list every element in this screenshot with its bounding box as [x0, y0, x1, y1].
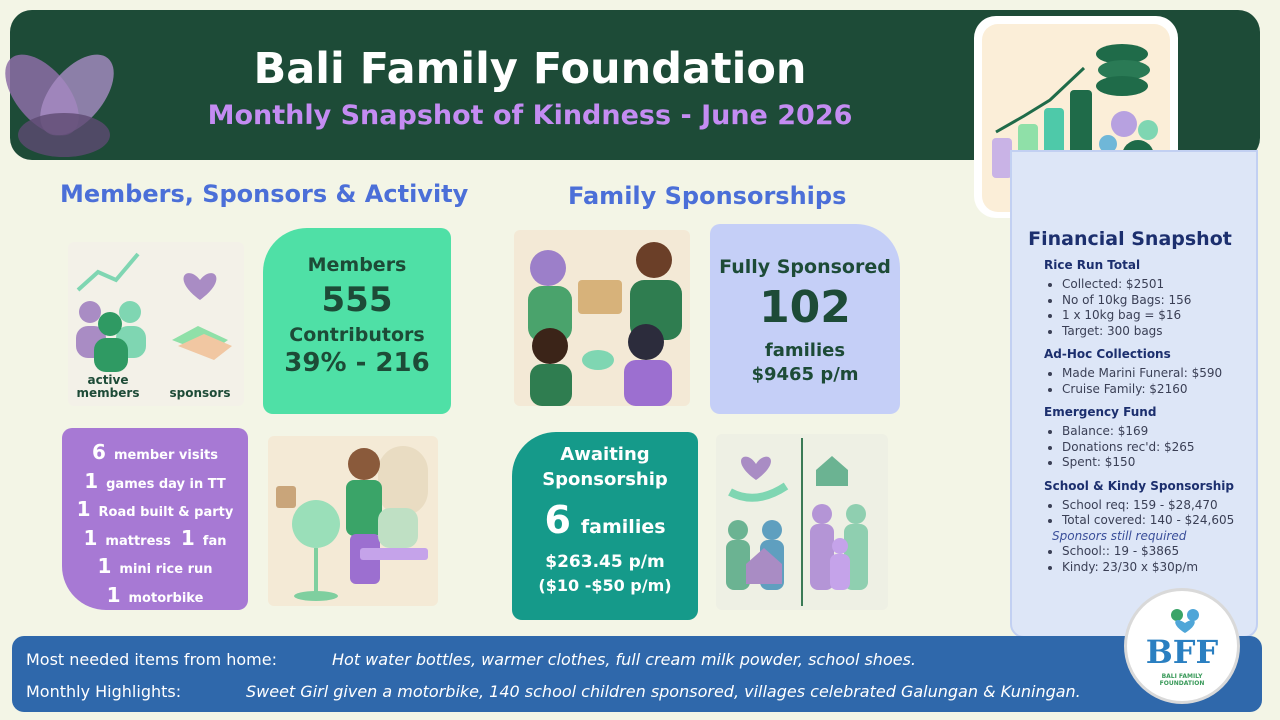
card-value: 39% - 216	[284, 348, 430, 378]
footer-text: Sweet Girl given a motorbike, 140 school…	[246, 682, 1081, 701]
members-illustration: active members sponsors	[68, 242, 244, 406]
bullet-item: Donations rec'd: $265	[1062, 440, 1258, 456]
footer-row: Most needed items from home: Hot water bo…	[26, 650, 916, 669]
activity-line: 1 games day in TT	[62, 469, 248, 498]
activity-line: 1 Road built & party	[62, 497, 248, 526]
activity-count: 1	[76, 497, 91, 521]
activity-line: 1 motorbike	[62, 583, 248, 612]
activity-count: 6	[92, 440, 106, 464]
bullet-item: Made Marini Funeral: $590	[1062, 366, 1258, 382]
members-card: Members 555 Contributors 39% - 216	[263, 228, 451, 414]
card-unit: families	[580, 516, 666, 538]
footer-label: Monthly Highlights:	[26, 682, 182, 701]
panel-body: Rice Run Total Collected: $2501No of 10kg…	[1044, 258, 1258, 583]
footer-label: Most needed items from home:	[26, 650, 277, 669]
section-heading: School & Kindy Sponsorship	[1044, 478, 1234, 493]
logo-name: BALI FAMILY FOUNDATION	[1159, 673, 1205, 687]
community-illustration	[716, 434, 888, 610]
title: Bali Family Foundation	[253, 44, 807, 94]
footer-bar: Most needed items from home: Hot water bo…	[12, 636, 1262, 712]
bullet-item: Cruise Family: $2160	[1062, 382, 1258, 398]
image-label: active members	[76, 373, 140, 400]
awaiting-card: Awaiting Sponsorship 6 families $263.45 p…	[512, 432, 698, 620]
activity-count: 1	[180, 525, 195, 550]
activity-text: games day in TT	[106, 476, 226, 492]
bullet-list: Balance: $169Donations rec'd: $265Spent:…	[1044, 424, 1258, 471]
bullet-item: School:: 19 - $3865	[1062, 544, 1258, 560]
activity-text: mini rice run	[119, 562, 213, 577]
bullet-list: Made Marini Funeral: $590Cruise Family: …	[1044, 366, 1258, 397]
bullet-item: Target: 300 bags	[1062, 324, 1258, 340]
card-range: ($10 -$50 p/m)	[538, 576, 672, 595]
bullet-item: No of 10kg Bags: 156	[1062, 293, 1258, 309]
card-unit: families	[764, 340, 846, 361]
activity-count: 1	[83, 525, 98, 550]
financial-panel: Financial Snapshot Rice Run Total Collect…	[1010, 150, 1258, 638]
card-count: 555	[321, 280, 393, 320]
bullet-item: 1 x 10kg bag = $16	[1062, 308, 1258, 324]
footer-row: Monthly Highlights: Sweet Girl given a mo…	[26, 682, 1081, 701]
card-count: 6	[544, 498, 571, 542]
panel-title: Financial Snapshot	[1028, 228, 1232, 250]
section-heading: Rice Run Total	[1044, 258, 1141, 272]
bullet-item: Collected: $2501	[1062, 277, 1258, 293]
activity-text: Road built & party	[98, 505, 234, 520]
image-label: sponsors	[169, 386, 231, 400]
bullet-list: Collected: $2501No of 10kg Bags: 1561 x …	[1044, 277, 1258, 339]
activity-line: 1 mini rice run	[62, 554, 248, 583]
activity-count: 1	[106, 582, 121, 607]
card-label: Awaiting Sponsorship	[542, 444, 668, 490]
members-icons	[76, 252, 232, 372]
note: Sponsors still required	[1052, 528, 1187, 543]
activity-count: 1	[84, 468, 99, 493]
activity-text: mattress	[105, 533, 171, 549]
section-heading: Ad-Hoc Collections	[1044, 347, 1171, 361]
fully-sponsored-card: Fully Sponsored 102 families $9465 p/m	[710, 224, 900, 414]
card-label: Fully Sponsored	[719, 256, 891, 278]
family-illustration	[514, 230, 690, 406]
bullet-item: School req: 159 - $28,470	[1062, 498, 1258, 514]
card-count: 102	[759, 282, 851, 333]
card-label: Members	[307, 254, 407, 276]
bullet-item: Balance: $169	[1062, 424, 1258, 440]
section-heading: Members, Sponsors & Activity	[60, 180, 469, 208]
activity-text: motorbike	[128, 590, 204, 606]
section-heading: Emergency Fund	[1044, 405, 1157, 419]
activity-text: fan	[202, 533, 227, 549]
card-amount: $9465 p/m	[751, 364, 859, 385]
activity-count: 1	[97, 554, 112, 578]
bullet-item: Spent: $150	[1062, 455, 1258, 471]
card-amount: $263.45 p/m	[545, 552, 665, 572]
subtitle: Monthly Snapshot of Kindness - June 2026	[207, 100, 853, 131]
bullet-item: Total covered: 140 - $24,605	[1062, 513, 1258, 529]
leaf-logo	[5, 54, 114, 157]
footer-text: Hot water bottles, warmer clothes, full …	[332, 650, 916, 669]
activity-line: 6 member visits	[62, 440, 248, 469]
bullet-list: School req: 159 - $28,470Total covered: …	[1044, 498, 1258, 576]
bullet-item: Kindy: 23/30 x $30p/m	[1062, 560, 1258, 576]
activity-line: 1 mattress 1 fan	[62, 526, 248, 555]
logo: BFF BALI FAMILY FOUNDATION	[1124, 588, 1240, 704]
gifts-illustration	[268, 436, 438, 606]
activity-text: member visits	[113, 448, 218, 463]
card-label: Contributors	[289, 324, 425, 346]
activity-card: 6 member visits 1 games day in TT 1 Road buil…	[62, 428, 248, 610]
section-heading: Family Sponsorships	[568, 182, 847, 210]
logo-mark	[1171, 609, 1199, 633]
card-count-line: 6 families	[512, 498, 698, 542]
logo-initials: BFF	[1145, 633, 1219, 671]
